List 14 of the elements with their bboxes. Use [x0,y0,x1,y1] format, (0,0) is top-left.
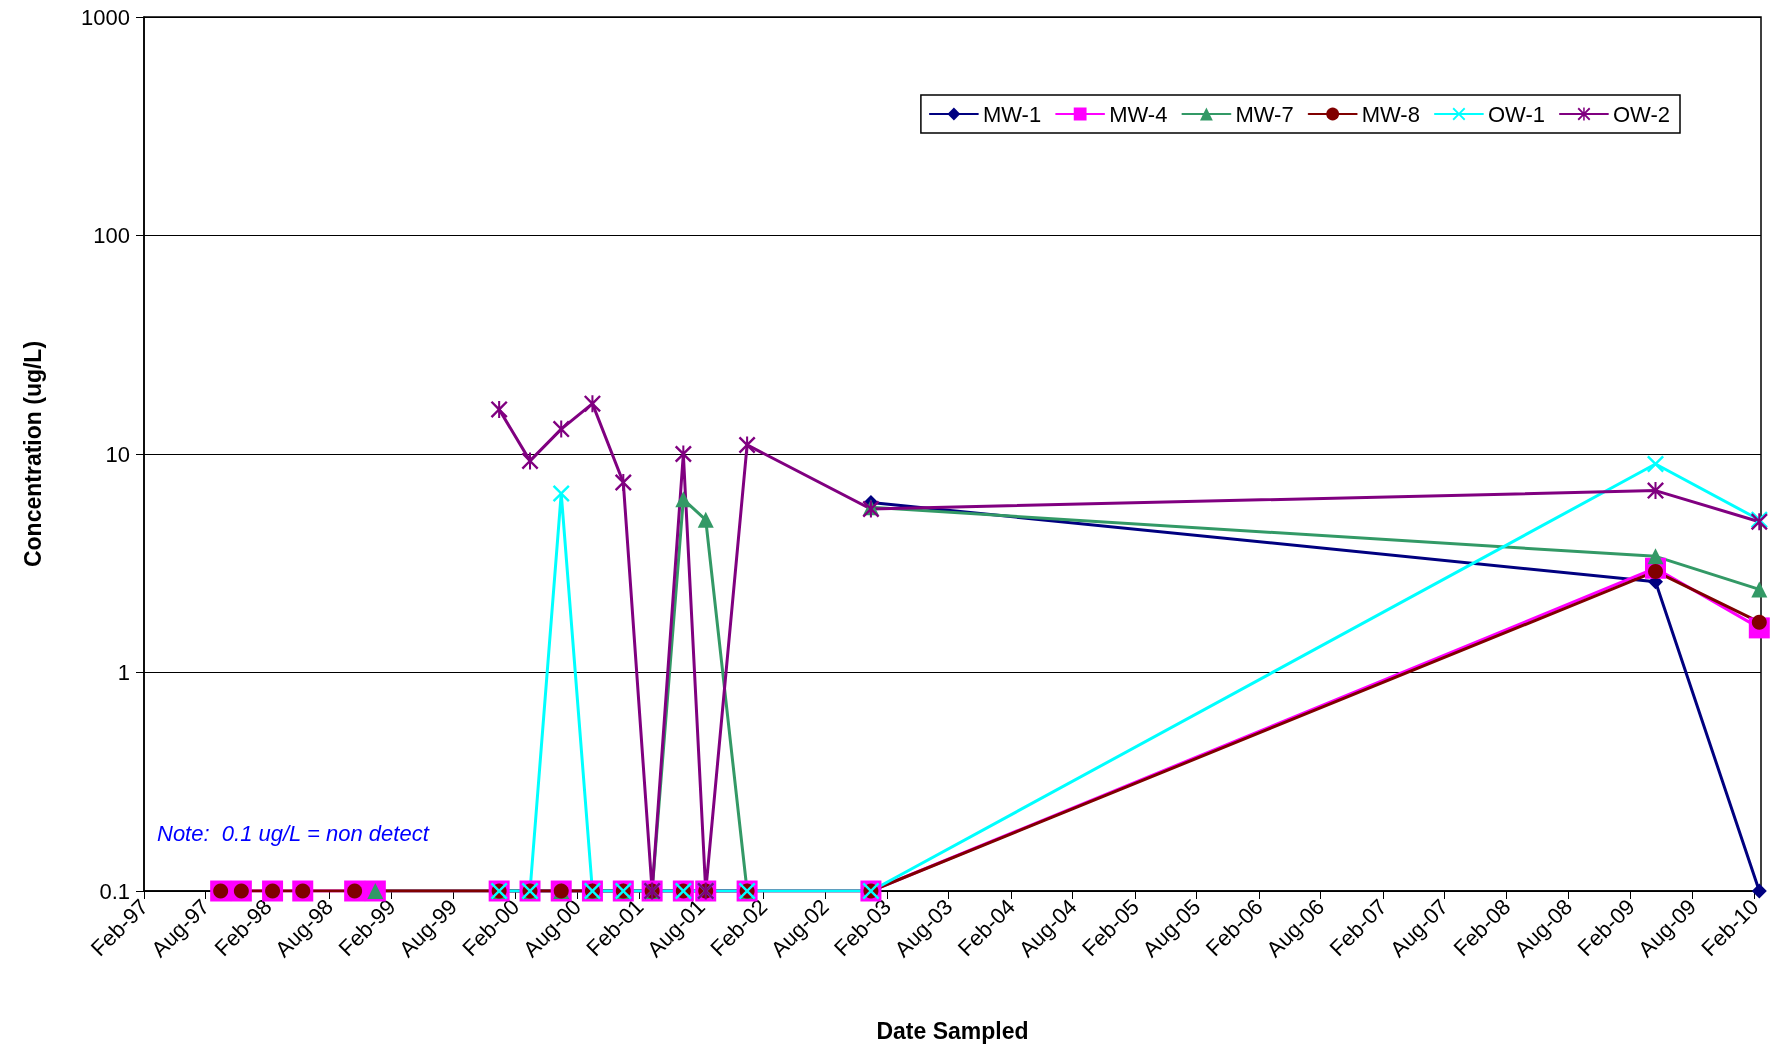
legend-label: MW-8 [1361,101,1420,127]
legend-label: OW-1 [1487,101,1545,127]
annotation: Note: 0.1 ug/L = non detect [157,820,430,846]
y-tick-label: 1000 [81,4,130,30]
legend-label: MW-7 [1235,101,1294,127]
x-axis-title: Date Sampled [876,1017,1029,1044]
legend-label: MW-4 [1109,101,1168,127]
y-axis-title: Concentration (ug/L) [19,340,46,568]
y-tick-label: 1 [117,660,130,685]
y-tick-label: 100 [93,223,130,248]
y-tick-label: 10 [105,441,130,467]
y-tick-label: 0.1 [99,878,130,904]
legend-label: OW-2 [1612,101,1671,127]
legend-label: MW-1 [982,101,1042,127]
